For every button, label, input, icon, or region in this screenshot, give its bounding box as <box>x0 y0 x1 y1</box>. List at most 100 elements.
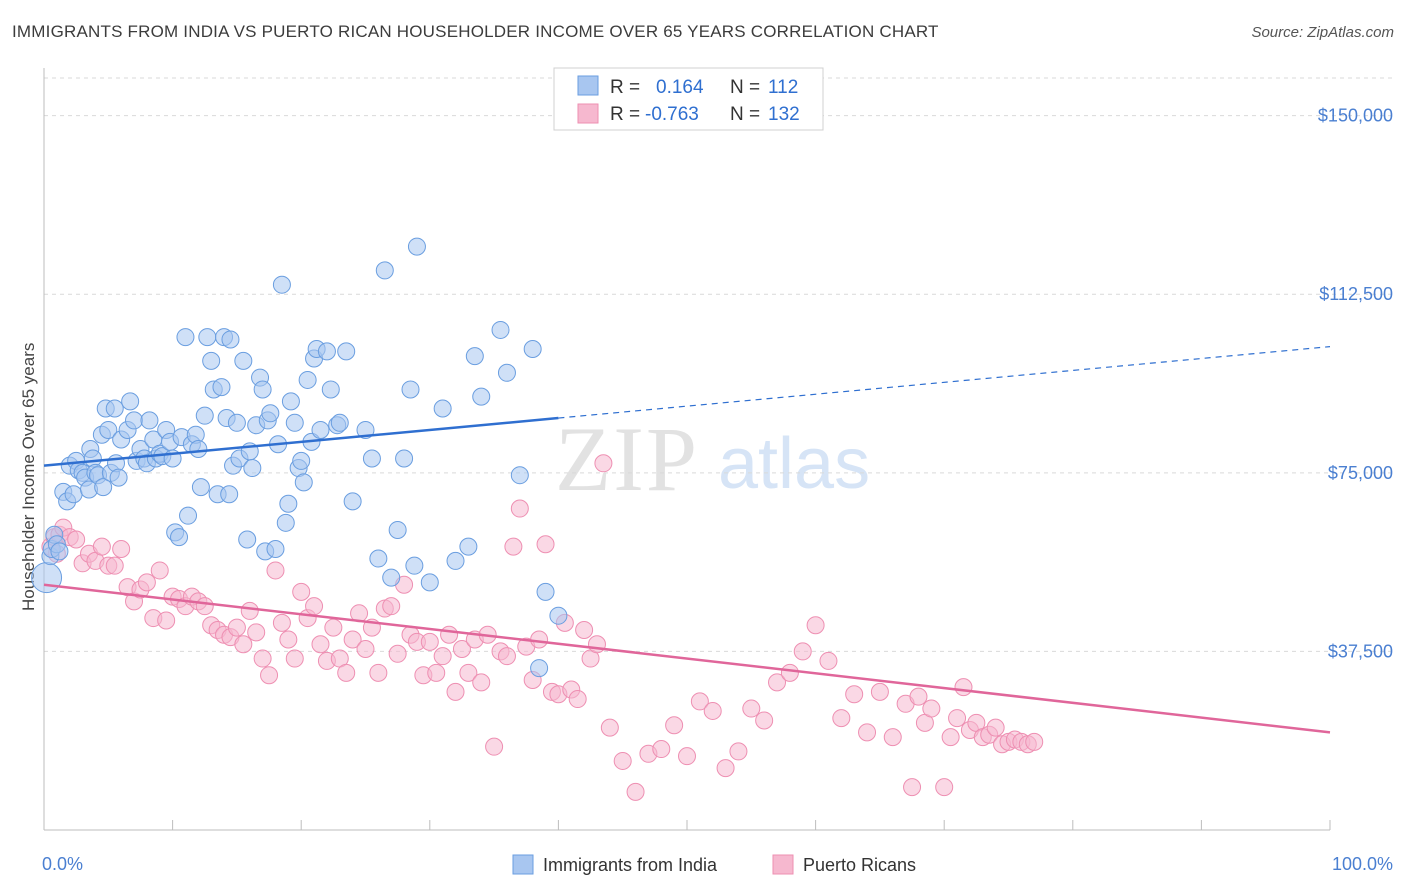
data-point-india <box>459 537 478 556</box>
x-tick-marks <box>43 820 1331 830</box>
legend-swatch-india <box>577 75 599 96</box>
data-point-puerto-ricans <box>948 709 967 728</box>
data-point-puerto-ricans <box>716 759 735 778</box>
data-point-india <box>285 413 304 432</box>
data-point-puerto-ricans <box>150 561 169 580</box>
data-point-puerto-ricans <box>832 709 851 728</box>
data-point-india <box>198 328 217 347</box>
data-point-india <box>401 380 420 399</box>
data-point-india <box>266 540 285 559</box>
data-point-india <box>407 237 426 256</box>
legend-n-value-india: 112 <box>768 77 798 98</box>
data-point-puerto-ricans <box>234 635 253 654</box>
data-point-india <box>202 351 221 370</box>
data-point-india <box>362 449 381 468</box>
data-point-puerto-ricans <box>485 737 504 756</box>
data-point-india <box>94 478 113 497</box>
data-point-india <box>176 328 195 347</box>
data-point-india <box>99 420 118 439</box>
data-point-puerto-ricans <box>105 556 124 575</box>
data-point-india <box>195 406 214 425</box>
data-point-india <box>294 473 313 492</box>
legend-r-value-india: 0.164 <box>656 77 704 98</box>
data-point-puerto-ricans <box>240 601 259 620</box>
data-point-puerto-ricans <box>1025 732 1044 751</box>
data-point-puerto-ricans <box>819 651 838 670</box>
data-point-puerto-ricans <box>909 687 928 706</box>
data-point-india <box>549 606 568 625</box>
data-point-puerto-ricans <box>311 635 330 654</box>
data-point-puerto-ricans <box>690 692 709 711</box>
data-point-india <box>337 342 356 361</box>
data-point-india <box>170 528 189 547</box>
data-point-puerto-ricans <box>279 630 298 649</box>
data-point-india <box>375 261 394 280</box>
data-point-puerto-ricans <box>305 597 324 616</box>
y-tick-label: $150,000 <box>1318 106 1393 126</box>
data-point-puerto-ricans <box>137 573 156 592</box>
trend-lines <box>43 346 1331 734</box>
legend-top: R = 0.164 N = 112 R = -0.763 N = 132 <box>553 67 824 131</box>
data-point-puerto-ricans <box>575 620 594 639</box>
data-point-india <box>510 466 529 485</box>
data-point-puerto-ricans <box>665 716 684 735</box>
data-point-puerto-ricans <box>626 782 645 801</box>
legend-r-value-pr: -0.763 <box>645 104 699 125</box>
data-point-puerto-ricans <box>452 640 471 659</box>
data-point-india <box>420 573 439 592</box>
trend-line-puerto-ricans <box>43 583 1331 734</box>
legend-n-value-pr: 132 <box>768 104 800 125</box>
legend-r-label-india: R = <box>610 77 640 98</box>
data-point-puerto-ricans <box>941 728 960 747</box>
y-axis-label: Householder Income Over 65 years <box>19 343 38 611</box>
data-point-puerto-ricans <box>587 635 606 654</box>
data-point-puerto-ricans <box>594 454 613 473</box>
data-point-india <box>261 404 280 423</box>
data-point-puerto-ricans <box>883 728 902 747</box>
legend-bottom: Immigrants from India Puerto Ricans <box>512 854 916 875</box>
data-point-india <box>276 513 295 532</box>
data-point-india <box>298 370 317 389</box>
data-point-puerto-ricans <box>613 751 632 770</box>
data-point-puerto-ricans <box>652 740 671 759</box>
data-point-india <box>523 339 542 358</box>
data-point-puerto-ricans <box>600 718 619 737</box>
legend-top-box <box>553 67 824 131</box>
data-point-puerto-ricans <box>266 561 285 580</box>
data-point-puerto-ricans <box>382 597 401 616</box>
data-point-india <box>530 659 549 678</box>
data-point-puerto-ricans <box>343 630 362 649</box>
watermark-zip: ZIP <box>555 408 699 510</box>
data-point-india <box>31 562 63 594</box>
data-point-india <box>179 506 198 525</box>
data-point-india <box>395 449 414 468</box>
data-point-india <box>356 420 375 439</box>
data-point-puerto-ricans <box>92 537 111 556</box>
data-point-puerto-ricans <box>112 540 131 559</box>
data-point-india <box>388 520 407 539</box>
data-point-puerto-ricans <box>536 535 555 554</box>
data-point-india <box>433 399 452 418</box>
data-point-india <box>125 411 144 430</box>
data-point-puerto-ricans <box>472 673 491 692</box>
data-point-india <box>220 485 239 504</box>
data-point-india <box>227 413 246 432</box>
watermark-atlas: atlas <box>718 424 870 504</box>
data-point-india <box>105 399 124 418</box>
data-point-puerto-ricans <box>440 625 459 644</box>
data-point-india <box>281 392 300 411</box>
data-point-puerto-ricans <box>768 673 787 692</box>
legend-n-label-pr: N = <box>730 104 760 125</box>
legend-bottom-label-india: Immigrants from India <box>543 855 718 875</box>
data-point-india <box>311 420 330 439</box>
y-tick-label: $75,000 <box>1328 463 1393 483</box>
data-point-puerto-ricans <box>446 682 465 701</box>
data-point-puerto-ricans <box>356 640 375 659</box>
data-point-india <box>221 330 240 349</box>
data-point-puerto-ricans <box>195 597 214 616</box>
data-point-puerto-ricans <box>227 618 246 637</box>
trend-line-india-extension <box>558 346 1331 419</box>
x-tick-label-min: 0.0% <box>42 854 83 874</box>
data-point-puerto-ricans <box>755 711 774 730</box>
x-tick-label-max: 100.0% <box>1332 854 1393 874</box>
